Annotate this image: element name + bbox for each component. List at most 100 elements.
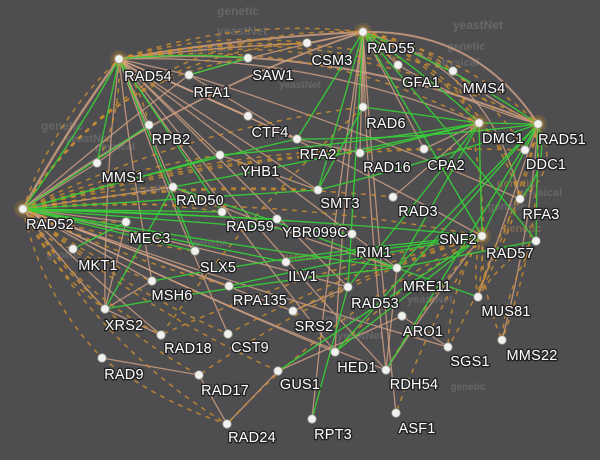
gene-node-circle[interactable]	[217, 207, 227, 217]
node-MUS81[interactable]: MUS81	[473, 292, 532, 321]
gene-node-circle[interactable]	[184, 70, 194, 80]
gene-node-circle[interactable]	[68, 244, 78, 254]
gene-node-circle[interactable]	[222, 419, 232, 429]
node-MKT1[interactable]: MKT1	[68, 244, 119, 275]
node-RPB2[interactable]: RPB2	[144, 120, 192, 149]
gene-node-circle[interactable]	[533, 119, 543, 129]
node-HED1[interactable]: HED1	[330, 347, 378, 377]
gene-node-circle[interactable]	[307, 414, 317, 424]
gene-node-circle[interactable]	[520, 145, 530, 155]
gene-node-circle[interactable]	[393, 60, 403, 70]
node-SRS2[interactable]: SRS2	[288, 306, 335, 336]
node-ILV1[interactable]: ILV1	[281, 257, 319, 286]
node-ASF1[interactable]: ASF1	[391, 408, 437, 438]
node-RDH54[interactable]: RDH54	[381, 365, 439, 394]
node-RAD3[interactable]: RAD3	[388, 192, 439, 221]
node-RPA135[interactable]: RPA135	[224, 281, 288, 310]
gene-node-circle[interactable]	[515, 194, 525, 204]
node-RFA1[interactable]: RFA1	[184, 70, 232, 102]
node-MMS1[interactable]: MMS1	[92, 158, 146, 187]
gene-node-circle[interactable]	[97, 353, 107, 363]
node-MMS4[interactable]: MMS4	[448, 66, 507, 98]
gene-node-circle[interactable]	[358, 102, 368, 112]
node-SNF2[interactable]: SNF2	[438, 231, 487, 249]
gene-node-circle[interactable]	[391, 408, 401, 418]
node-RAD51[interactable]: RAD51	[533, 119, 587, 149]
node-CTF4[interactable]: CTF4	[243, 111, 290, 142]
node-RAD57[interactable]: RAD57	[485, 236, 541, 263]
gene-node-circle[interactable]	[215, 150, 225, 160]
gene-node-circle[interactable]	[443, 342, 453, 352]
node-RAD59[interactable]: RAD59	[217, 207, 275, 236]
node-YHB1[interactable]: YHB1	[215, 150, 281, 181]
node-RAD17[interactable]: RAD17	[194, 370, 250, 400]
gene-node-circle[interactable]	[288, 306, 298, 316]
gene-node-circle[interactable]	[358, 27, 368, 37]
gene-node-circle[interactable]	[313, 185, 323, 195]
node-RFA2[interactable]: RFA2	[292, 134, 338, 164]
gene-node-circle[interactable]	[448, 66, 458, 76]
node-DMC1[interactable]: DMC1	[474, 118, 525, 148]
gene-node-circle[interactable]	[343, 282, 353, 292]
gene-node-circle[interactable]	[497, 335, 507, 345]
gene-node-circle[interactable]	[474, 118, 484, 128]
gene-node-circle[interactable]	[194, 370, 204, 380]
node-RAD55[interactable]: RAD55	[358, 27, 416, 58]
gene-node-circle[interactable]	[419, 144, 429, 154]
node-RAD50[interactable]: RAD50	[168, 182, 225, 210]
node-GFA1[interactable]: GFA1	[393, 60, 441, 92]
gene-node-circle[interactable]	[92, 158, 102, 168]
gene-node-circle[interactable]	[224, 281, 234, 291]
gene-node-circle[interactable]	[347, 229, 357, 239]
node-MEC3[interactable]: MEC3	[121, 217, 172, 248]
node-RAD6[interactable]: RAD6	[358, 102, 407, 133]
gene-node-circle[interactable]	[100, 304, 110, 314]
node-RFA3[interactable]: RFA3	[515, 194, 561, 224]
gene-node-circle[interactable]	[190, 246, 200, 256]
gene-node-circle[interactable]	[144, 120, 154, 130]
node-MMS22[interactable]: MMS22	[497, 335, 559, 365]
node-SGS1[interactable]: SGS1	[443, 342, 491, 371]
node-RAD54[interactable]: RAD54	[114, 54, 173, 86]
gene-node-circle[interactable]	[147, 276, 157, 286]
node-RAD9[interactable]: RAD9	[97, 353, 145, 384]
node-CPA2[interactable]: CPA2	[419, 144, 466, 175]
node-YBR099C[interactable]: YBR099C	[272, 214, 349, 242]
gene-node-circle[interactable]	[531, 236, 541, 246]
gene-node-circle[interactable]	[381, 365, 391, 375]
gene-node-circle[interactable]	[156, 330, 166, 340]
node-SMT3[interactable]: SMT3	[313, 185, 361, 213]
node-RAD52[interactable]: RAD52	[18, 204, 75, 234]
gene-node-circle[interactable]	[392, 263, 402, 273]
gene-node-circle[interactable]	[330, 347, 340, 357]
node-DDC1[interactable]: DDC1	[520, 145, 567, 174]
gene-node-circle[interactable]	[477, 231, 487, 241]
gene-node-circle[interactable]	[18, 204, 28, 214]
node-RAD18[interactable]: RAD18	[156, 330, 213, 358]
gene-node-circle[interactable]	[355, 148, 365, 158]
node-MRE11[interactable]: MRE11	[392, 263, 452, 296]
node-RPT3[interactable]: RPT3	[307, 414, 353, 444]
gene-node-circle[interactable]	[302, 38, 312, 48]
node-ARO1[interactable]: ARO1	[397, 311, 444, 341]
node-XRS2[interactable]: XRS2	[100, 304, 145, 335]
gene-node-circle[interactable]	[397, 311, 407, 321]
gene-node-circle[interactable]	[243, 53, 253, 63]
gene-node-circle[interactable]	[121, 217, 131, 227]
gene-node-circle[interactable]	[168, 182, 178, 192]
gene-node-circle[interactable]	[388, 192, 398, 202]
gene-node-circle[interactable]	[223, 329, 233, 339]
gene-node-circle[interactable]	[292, 134, 302, 144]
node-RAD24[interactable]: RAD24	[222, 419, 277, 447]
node-CST9[interactable]: CST9	[223, 329, 270, 357]
gene-node-circle[interactable]	[473, 292, 483, 302]
gene-node-circle[interactable]	[114, 54, 124, 64]
gene-node-circle[interactable]	[281, 257, 291, 267]
node-RIM1[interactable]: RIM1	[347, 229, 393, 262]
gene-node-circle[interactable]	[272, 214, 282, 224]
node-GUS1[interactable]: GUS1	[273, 366, 321, 394]
node-SLX5[interactable]: SLX5	[190, 246, 237, 277]
gene-node-circle[interactable]	[243, 111, 253, 121]
